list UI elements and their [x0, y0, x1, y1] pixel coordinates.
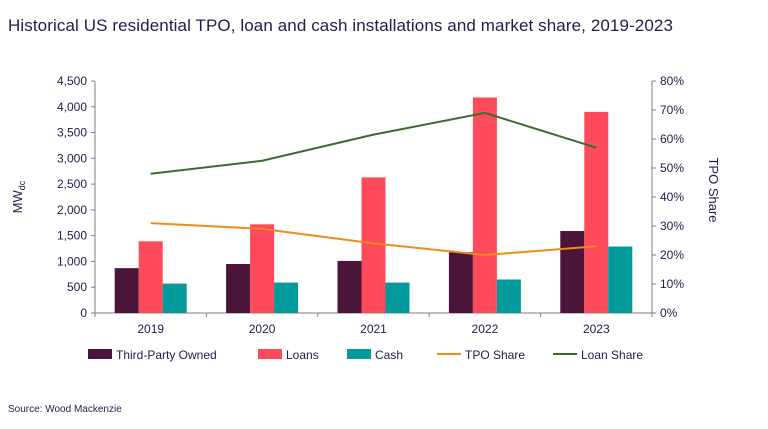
y2-tick-label: 50%	[660, 161, 684, 175]
legend-swatch	[258, 349, 282, 359]
y-tick-label: 1,500	[57, 229, 87, 243]
y-tick-label: 2,000	[57, 203, 87, 217]
legend-swatch	[88, 349, 112, 359]
y-axis-title: MWdc	[10, 180, 27, 213]
y2-tick-label: 20%	[660, 248, 684, 262]
y2-tick-label: 60%	[660, 132, 684, 146]
x-tick-label: 2022	[472, 322, 499, 336]
bar-cash	[608, 246, 633, 313]
chart-title: Historical US residential TPO, loan and …	[8, 16, 674, 35]
y-tick-label: 0	[80, 306, 87, 320]
y2-tick-label: 80%	[660, 74, 684, 88]
y-tick-label: 500	[67, 280, 87, 294]
legend-label: Loan Share	[581, 348, 643, 362]
bar-loans	[472, 97, 497, 314]
bar-third-party-owned	[114, 268, 139, 313]
y-tick-label: 4,500	[57, 74, 87, 88]
y-tick-label: 3,000	[57, 151, 87, 165]
legend-label: Third-Party Owned	[116, 348, 217, 362]
y-tick-label: 3,500	[57, 126, 87, 140]
bar-loans	[250, 224, 275, 313]
y2-tick-label: 40%	[660, 190, 684, 204]
x-tick-label: 2021	[360, 322, 387, 336]
legend-swatch	[347, 349, 371, 359]
bar-third-party-owned	[337, 260, 362, 313]
y2-tick-label: 70%	[660, 103, 684, 117]
bar-third-party-owned	[560, 231, 585, 313]
legend-label: Cash	[375, 348, 403, 362]
x-tick-label: 2019	[137, 322, 164, 336]
y-tick-label: 2,500	[57, 177, 87, 191]
y2-tick-label: 10%	[660, 277, 684, 291]
y2-axis-title: TPO Share	[706, 157, 721, 222]
bar-loans	[138, 241, 163, 313]
bar-cash	[274, 282, 299, 313]
bar-third-party-owned	[448, 252, 473, 313]
bar-cash	[496, 279, 521, 313]
x-tick-label: 2023	[583, 322, 610, 336]
source-note: Source: Wood Mackenzie	[8, 404, 122, 415]
y2-tick-label: 30%	[660, 219, 684, 233]
legend-label: TPO Share	[465, 348, 525, 362]
y2-tick-label: 0%	[660, 306, 678, 320]
bar-cash	[162, 283, 187, 313]
y-tick-label: 4,000	[57, 100, 87, 114]
y-tick-label: 1,000	[57, 254, 87, 268]
line-loan-share	[150, 111, 597, 175]
x-tick-label: 2020	[249, 322, 276, 336]
legend-label: Loans	[286, 348, 319, 362]
bar-third-party-owned	[226, 264, 251, 313]
bar-cash	[385, 282, 410, 313]
bar-loans	[584, 111, 609, 313]
